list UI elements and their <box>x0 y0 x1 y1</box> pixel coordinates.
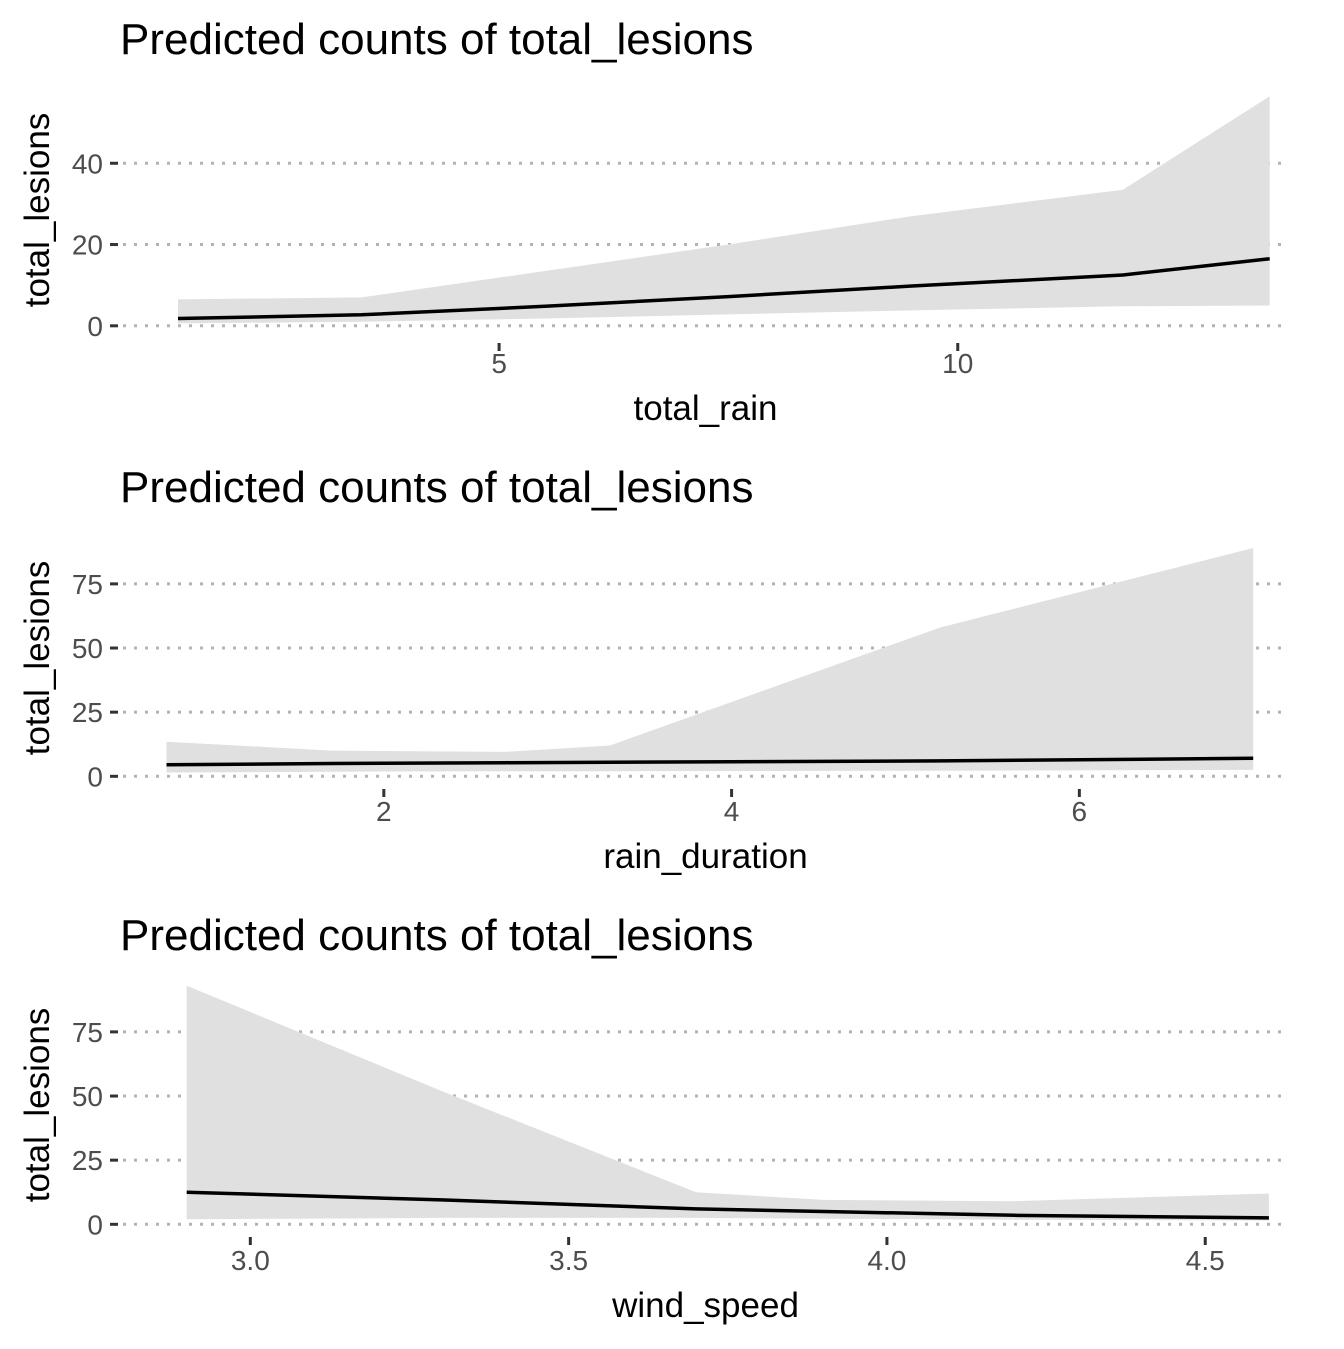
x-tick-label: 4.0 <box>867 1245 906 1276</box>
x-axis-label: wind_speed <box>611 1286 799 1325</box>
predicted-line <box>186 1190 1269 1220</box>
y-tick-label: 20 <box>72 230 103 261</box>
chart-title: Predicted counts of total_lesions <box>120 911 754 960</box>
chart-panel-2: Predicted counts of total_lesions 0 25 50 75… <box>18 463 1288 876</box>
chart-title: Predicted counts of total_lesions <box>120 463 754 512</box>
chart-panel-3: Predicted counts of total_lesions 0 25 50 75… <box>18 911 1288 1325</box>
y-axis-label: total_lesions <box>18 1008 57 1203</box>
y-tick-label: 75 <box>72 1017 103 1048</box>
chart-title: Predicted counts of total_lesions <box>120 15 754 64</box>
x-axis-label: rain_duration <box>603 837 807 876</box>
predicted-line <box>166 756 1254 767</box>
y-tick-label: 0 <box>87 1209 103 1240</box>
y-tick-label: 0 <box>87 761 103 792</box>
y-axis-label: total_lesions <box>18 113 57 308</box>
chart-panel-1: Predicted counts of total_lesions 0 20 40 5 1… <box>18 15 1288 428</box>
y-tick-label: 25 <box>72 697 103 728</box>
predicted-line <box>177 257 1270 321</box>
y-tick-label: 50 <box>72 1081 103 1112</box>
x-tick-label: 3.0 <box>231 1245 270 1276</box>
x-tick-label: 5 <box>491 348 507 379</box>
x-tick-label: 2 <box>376 796 392 827</box>
x-tick-label: 6 <box>1072 796 1088 827</box>
x-tick-label: 3.5 <box>549 1245 588 1276</box>
y-tick-label: 40 <box>72 148 103 179</box>
y-tick-label: 50 <box>72 633 103 664</box>
x-tick-label: 10 <box>942 348 973 379</box>
y-axis-label: total_lesions <box>18 561 57 756</box>
y-tick-label: 0 <box>87 311 103 342</box>
y-tick-label: 75 <box>72 569 103 600</box>
confidence-band <box>178 96 1270 324</box>
x-tick-label: 4.5 <box>1186 1245 1225 1276</box>
y-tick-label: 25 <box>72 1145 103 1176</box>
x-axis-label: total_rain <box>634 389 778 428</box>
confidence-band <box>166 548 1254 773</box>
x-tick-label: 4 <box>724 796 740 827</box>
confidence-band <box>186 985 1269 1221</box>
